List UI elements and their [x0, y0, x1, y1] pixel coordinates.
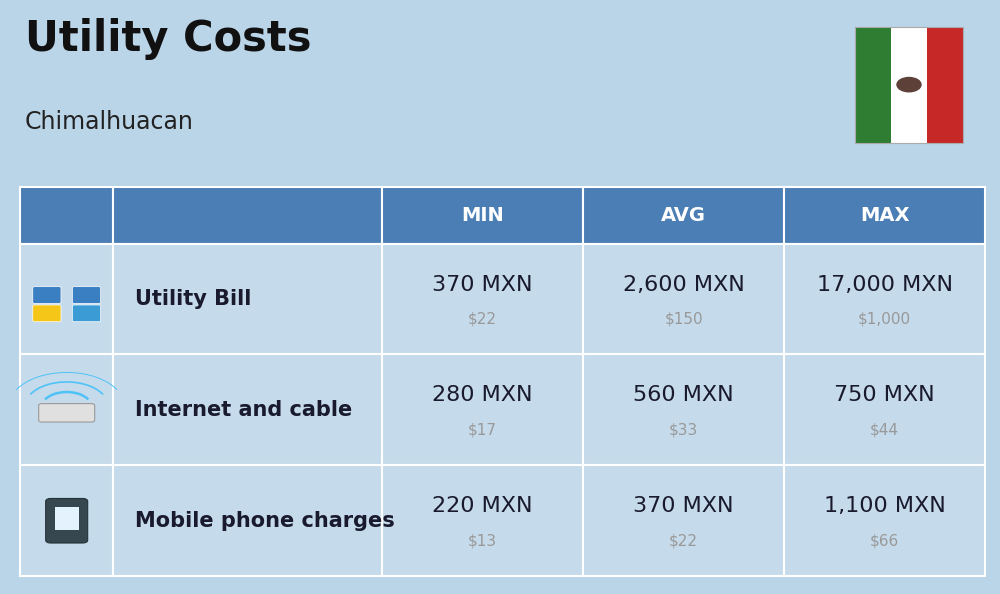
Text: MIN: MIN	[461, 206, 504, 225]
FancyBboxPatch shape	[113, 244, 382, 355]
FancyBboxPatch shape	[382, 465, 583, 576]
FancyBboxPatch shape	[20, 187, 113, 244]
FancyBboxPatch shape	[382, 355, 583, 465]
Text: 280 MXN: 280 MXN	[432, 386, 533, 406]
FancyBboxPatch shape	[55, 507, 79, 530]
Text: Chimalhuacan: Chimalhuacan	[25, 110, 194, 134]
Text: $13: $13	[468, 533, 497, 548]
FancyBboxPatch shape	[784, 355, 985, 465]
Text: 560 MXN: 560 MXN	[633, 386, 734, 406]
Text: 2,600 MXN: 2,600 MXN	[623, 274, 745, 295]
Text: Internet and cable: Internet and cable	[135, 400, 352, 420]
FancyBboxPatch shape	[46, 498, 88, 543]
FancyBboxPatch shape	[382, 187, 583, 244]
Text: 370 MXN: 370 MXN	[432, 274, 533, 295]
FancyBboxPatch shape	[39, 403, 95, 422]
FancyBboxPatch shape	[20, 465, 113, 576]
FancyBboxPatch shape	[33, 305, 61, 322]
FancyBboxPatch shape	[583, 355, 784, 465]
FancyBboxPatch shape	[72, 287, 101, 304]
FancyBboxPatch shape	[113, 187, 382, 244]
Text: $33: $33	[669, 422, 698, 437]
FancyBboxPatch shape	[20, 355, 113, 465]
Text: AVG: AVG	[661, 206, 706, 225]
Text: 1,100 MXN: 1,100 MXN	[824, 497, 945, 516]
FancyBboxPatch shape	[113, 465, 382, 576]
Circle shape	[897, 77, 921, 91]
Text: $22: $22	[669, 533, 698, 548]
FancyBboxPatch shape	[891, 27, 927, 143]
FancyBboxPatch shape	[382, 244, 583, 355]
Text: Utility Costs: Utility Costs	[25, 18, 312, 60]
FancyBboxPatch shape	[583, 187, 784, 244]
Text: 750 MXN: 750 MXN	[834, 386, 935, 406]
Text: $22: $22	[468, 311, 497, 327]
FancyBboxPatch shape	[784, 244, 985, 355]
Text: $17: $17	[468, 422, 497, 437]
FancyBboxPatch shape	[33, 287, 61, 304]
FancyBboxPatch shape	[784, 187, 985, 244]
FancyBboxPatch shape	[113, 355, 382, 465]
FancyBboxPatch shape	[855, 27, 891, 143]
Text: 220 MXN: 220 MXN	[432, 497, 533, 516]
FancyBboxPatch shape	[927, 27, 963, 143]
FancyBboxPatch shape	[784, 465, 985, 576]
Text: MAX: MAX	[860, 206, 909, 225]
FancyBboxPatch shape	[583, 465, 784, 576]
FancyBboxPatch shape	[72, 305, 101, 322]
Text: 17,000 MXN: 17,000 MXN	[817, 274, 953, 295]
Text: $150: $150	[664, 311, 703, 327]
Text: $66: $66	[870, 533, 899, 548]
Text: Utility Bill: Utility Bill	[135, 289, 251, 309]
Text: $1,000: $1,000	[858, 311, 911, 327]
Text: 370 MXN: 370 MXN	[633, 497, 734, 516]
FancyBboxPatch shape	[20, 244, 113, 355]
Text: Mobile phone charges: Mobile phone charges	[135, 511, 395, 530]
Text: $44: $44	[870, 422, 899, 437]
FancyBboxPatch shape	[583, 244, 784, 355]
